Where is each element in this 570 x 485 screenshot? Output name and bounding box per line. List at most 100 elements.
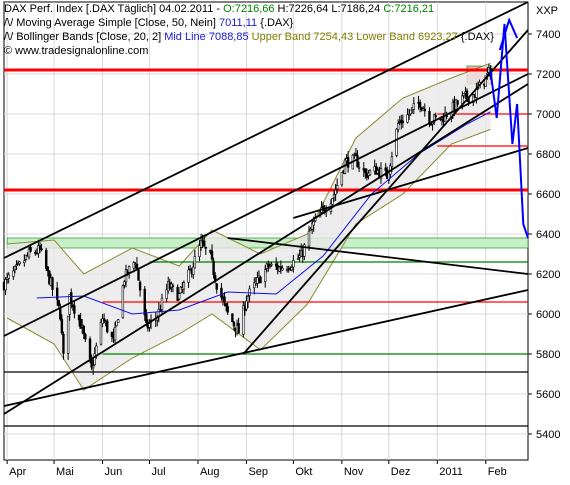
candle-body	[106, 320, 109, 333]
candle-body	[231, 313, 234, 323]
candle-body	[423, 108, 426, 112]
candle-body	[246, 295, 250, 303]
candle-body	[428, 110, 431, 124]
candle-body	[23, 260, 26, 264]
candle-body	[232, 322, 236, 327]
candle-body	[198, 245, 201, 257]
candle-body	[95, 345, 98, 356]
candle-body	[461, 95, 464, 105]
candle-body	[55, 287, 59, 300]
candle-body	[465, 90, 469, 99]
x-tick-label: Dez	[391, 466, 411, 478]
x-tick-label: Aug	[200, 466, 220, 478]
candle-body	[245, 300, 248, 310]
candle-body	[220, 287, 223, 298]
legend-open: O:7216,66	[223, 3, 275, 15]
candle-body	[310, 222, 314, 230]
candle-body	[340, 171, 344, 186]
candle-body	[396, 123, 400, 130]
candle-body	[27, 248, 31, 258]
candle-body	[290, 267, 294, 271]
candle-body	[429, 124, 433, 126]
legend-close: C:7216,21	[383, 3, 435, 15]
candle-body	[73, 305, 76, 314]
candle-body	[407, 113, 411, 116]
candle-body	[264, 269, 267, 282]
y-tick-label: 7400	[536, 29, 560, 41]
candle-body	[434, 115, 437, 118]
candle-body	[79, 318, 82, 329]
candle-body	[296, 258, 300, 260]
x-tick-label: Apr	[9, 466, 26, 478]
candle-body	[82, 325, 85, 335]
candle-body	[148, 323, 151, 328]
candle-body	[409, 109, 412, 115]
candle-body	[187, 269, 190, 283]
candle-body	[12, 270, 15, 277]
candle-body	[13, 266, 17, 271]
candle-body	[309, 229, 312, 231]
bollinger-fill	[7, 63, 491, 390]
candle-body	[115, 320, 118, 327]
x-tick-label: Sep	[248, 466, 268, 478]
candle-body	[38, 245, 42, 249]
legend-price: DAX Perf. Index [.DAX Täglich] 04.02.201…	[4, 3, 434, 16]
legend-bb-upper: Upper Band 7254,43	[248, 31, 354, 43]
legend-bb-mid: Mid Line 7088,85	[164, 31, 249, 43]
candle-body	[253, 282, 256, 289]
candle-body	[242, 305, 245, 335]
trend-line	[3, 73, 529, 337]
candle-body	[267, 264, 270, 267]
candle-body	[462, 93, 466, 97]
candle-body	[199, 240, 203, 248]
candle-body	[171, 285, 175, 287]
candle-body	[210, 250, 214, 260]
candle-body	[57, 299, 60, 307]
candle-body	[335, 185, 339, 190]
legend-bb-name: /\/ Bollinger Bands [Close, 20, 2]	[4, 31, 165, 43]
candle-body	[15, 264, 18, 267]
candle-body	[390, 156, 394, 168]
candle-body	[418, 101, 422, 108]
candle-body	[102, 318, 106, 321]
candle-body	[62, 333, 65, 354]
candle-body	[321, 205, 325, 208]
candle-body	[281, 267, 284, 271]
candle-body	[165, 289, 168, 299]
candle-body	[401, 120, 405, 124]
candle-body	[160, 297, 164, 311]
candle-body	[332, 194, 336, 199]
candle-body	[443, 112, 447, 122]
candle-body	[432, 114, 436, 123]
candle-body	[177, 293, 181, 300]
candle-body	[137, 269, 140, 281]
candle-body	[346, 156, 350, 168]
candle-body	[37, 245, 40, 254]
candle-body	[51, 277, 54, 290]
trend-line	[3, 83, 529, 415]
legend-high-low: H:7226,64 L:7186,24	[274, 3, 384, 15]
y-axis-label: XXP	[536, 5, 558, 17]
candle-body	[226, 306, 229, 313]
candle-body	[395, 128, 398, 156]
legend-bollinger: /\/ Bollinger Bands [Close, 20, 2] Mid L…	[4, 31, 494, 44]
y-tick-label: 6800	[536, 149, 560, 161]
y-tick-label: 6600	[536, 189, 560, 201]
candle-body	[204, 247, 207, 249]
x-tick-label: Jun	[105, 466, 123, 478]
candle-body	[331, 198, 334, 205]
candle-body	[193, 255, 197, 269]
candle-body	[203, 240, 206, 247]
candle-body	[223, 296, 226, 303]
candle-body	[182, 282, 186, 290]
candle-body	[121, 285, 125, 319]
candle-body	[59, 307, 62, 320]
trend-line	[3, 289, 529, 407]
candle-body	[274, 263, 278, 267]
candle-body	[101, 318, 104, 324]
candle-body	[354, 153, 358, 157]
candle-body	[356, 155, 359, 168]
trend-line	[242, 29, 529, 355]
